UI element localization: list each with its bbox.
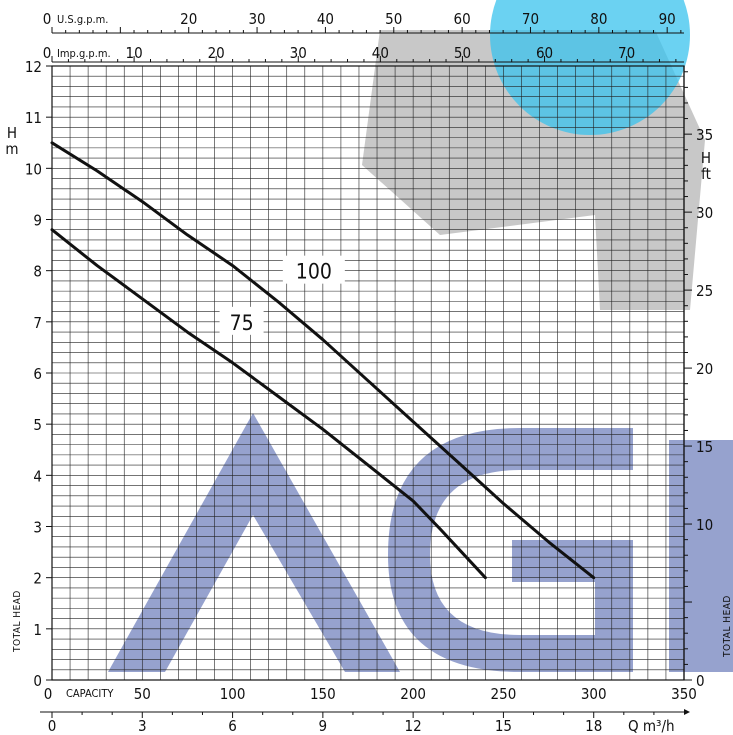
curve-label-background: [282, 255, 345, 284]
watermark-circle: [490, 0, 690, 135]
chart-grid: [51, 65, 685, 681]
x-tick-label: 200: [400, 685, 426, 703]
y-right-tick-label: 20: [696, 360, 713, 378]
usgpm-tick-label: 50: [385, 10, 402, 28]
y-right-tick-label: 10: [696, 516, 713, 534]
m3h-tick-label: 18: [585, 717, 602, 735]
curve-100: [50, 141, 596, 580]
impgpm-tick-label: 50: [454, 44, 471, 62]
x-axis-label: CAPACITY: [66, 687, 114, 700]
usgpm-tick-label: 60: [454, 10, 471, 28]
impgpm-tick-label: 20: [208, 44, 225, 62]
y-left-tick-label: 10: [25, 160, 42, 178]
m3h-axis-arrow: [684, 709, 690, 715]
y-left-tick-label: 0: [33, 672, 42, 690]
y-right-unit-label: H: [701, 149, 711, 167]
curve-label-75: 75: [230, 311, 254, 335]
impgpm-tick-label: 30: [290, 44, 307, 62]
watermark-letter-g: [388, 428, 633, 672]
m3h-axis-label: Q m³/h: [628, 717, 675, 735]
curve-label-background: [219, 306, 264, 335]
curve-label-100: 100: [296, 260, 332, 284]
impgpm-tick-label: 70: [618, 44, 635, 62]
watermark-letter-i: [669, 440, 733, 672]
y-left-tick-label: 5: [33, 416, 42, 434]
impgpm-tick-label: 60: [536, 44, 553, 62]
x-tick-label: 150: [310, 685, 336, 703]
x-tick-label: 100: [220, 685, 246, 703]
x-tick-label: 300: [581, 685, 607, 703]
y-left-tick-label: 2: [33, 570, 42, 588]
m3h-tick-label: 12: [405, 717, 422, 735]
y-right-unit-label: ft: [701, 165, 711, 183]
usgpm-tick-label: 20: [180, 10, 197, 28]
y-right-tick-label: 30: [696, 204, 713, 222]
x-tick-label: 350: [671, 685, 697, 703]
y-left-tick-label: 12: [25, 58, 42, 76]
m3h-tick-label: 0: [48, 717, 57, 735]
y-left-unit-label: H: [7, 124, 17, 142]
curve-75: [50, 228, 487, 580]
y-right-tick-label: 35: [696, 126, 713, 144]
usgpm-axis-label: U.S.g.p.m.: [57, 13, 108, 26]
chart-curves: [50, 141, 596, 580]
x-tick-label: 50: [134, 685, 151, 703]
usgpm-tick-label: 90: [659, 10, 676, 28]
y-right-tick-label: 0: [696, 672, 705, 690]
usgpm-tick-label: 70: [522, 10, 539, 28]
y-left-tick-label: 3: [33, 519, 42, 537]
y-left-tick-label: 7: [33, 314, 42, 332]
y-left-tick-label: 4: [33, 467, 42, 485]
m3h-tick-label: 15: [495, 717, 512, 735]
y-right-tick-label: 25: [696, 282, 713, 300]
usgpm-tick-label: 40: [317, 10, 334, 28]
m3h-tick-label: 3: [138, 717, 147, 735]
chart-axes: [40, 27, 692, 718]
y-right-side-label: TOTAL HEAD: [722, 595, 733, 658]
y-left-side-label: TOTAL HEAD: [12, 590, 23, 653]
m3h-tick-label: 9: [319, 717, 328, 735]
agi-watermark-logo: [108, 0, 733, 672]
y-left-tick-label: 8: [33, 263, 42, 281]
impgpm-axis-label: Imp.g.p.m.: [57, 47, 111, 60]
usgpm-tick-label: 0: [43, 10, 52, 28]
usgpm-tick-label: 80: [590, 10, 607, 28]
usgpm-tick-label: 30: [248, 10, 265, 28]
x-tick-label: 0: [44, 685, 53, 703]
impgpm-tick-label: 10: [126, 44, 143, 62]
y-left-tick-label: 9: [33, 212, 42, 230]
watermark-letter-a: [108, 413, 400, 672]
y-left-tick-label: 11: [25, 109, 42, 127]
impgpm-tick-label: 40: [372, 44, 389, 62]
y-left-tick-label: 6: [33, 365, 42, 383]
y-left-unit-label: m: [5, 140, 18, 158]
x-tick-label: 250: [491, 685, 517, 703]
y-right-tick-label: 15: [696, 438, 713, 456]
m3h-tick-label: 6: [228, 717, 237, 735]
impgpm-tick-label: 0: [43, 44, 52, 62]
y-left-tick-label: 1: [33, 621, 42, 639]
